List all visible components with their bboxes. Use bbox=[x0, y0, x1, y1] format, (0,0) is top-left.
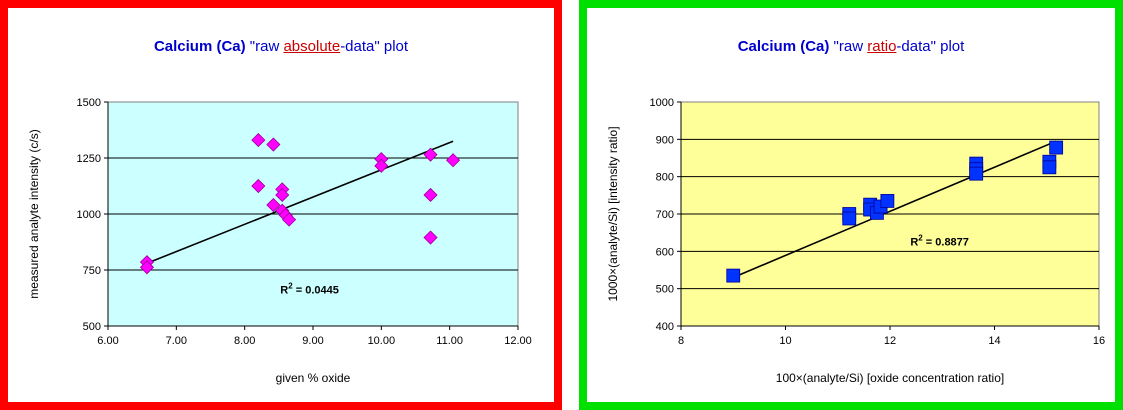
data-point bbox=[423, 187, 438, 203]
x-axis-label: given % oxide bbox=[276, 371, 351, 385]
title-highlight: absolute bbox=[283, 38, 341, 55]
y-tick-label: 600 bbox=[656, 246, 674, 258]
x-tick-label: 12 bbox=[884, 335, 896, 347]
title-element: Calcium (Ca) bbox=[153, 38, 246, 55]
r-squared-symbol: R bbox=[910, 237, 918, 249]
y-tick-label: 1000 bbox=[650, 97, 674, 109]
r-squared-value: = 0.8877 bbox=[923, 237, 969, 249]
x-tick-label: 8.00 bbox=[234, 335, 255, 347]
data-point bbox=[880, 194, 895, 208]
y-tick-label: 1250 bbox=[77, 153, 101, 165]
y-tick-label: 700 bbox=[656, 209, 674, 221]
data-point bbox=[423, 147, 438, 162]
data-point bbox=[251, 178, 266, 194]
x-tick-label: 9.00 bbox=[302, 335, 323, 347]
r-squared-label: R2 = 0.0445 bbox=[280, 282, 339, 297]
trendline bbox=[732, 140, 1057, 279]
data-point bbox=[139, 260, 155, 275]
r-squared-label: R2 = 0.8877 bbox=[910, 234, 969, 249]
title-highlight: ratio bbox=[867, 38, 897, 55]
data-point bbox=[1042, 160, 1057, 175]
data-point bbox=[446, 153, 461, 168]
data-point bbox=[266, 197, 281, 213]
x-tick-label: 14 bbox=[988, 335, 1000, 347]
r-squared-symbol: R bbox=[280, 285, 288, 297]
scatter-chart-absolute: 500 750 1000 1250 1500 6.00 7.00 8.00 9.00 10.00 1… bbox=[27, 97, 532, 385]
y-tick-label: 1500 bbox=[77, 97, 101, 109]
data-point bbox=[969, 166, 984, 181]
x-tick-label: 12.00 bbox=[504, 335, 532, 347]
title-raw: "raw bbox=[245, 38, 284, 55]
title-raw: "raw bbox=[829, 38, 868, 55]
data-point bbox=[726, 268, 741, 283]
r-squared-value: = 0.0445 bbox=[293, 285, 339, 297]
chart-title-absolute: Calcium (Ca) "raw absolute-data" plot bbox=[8, 38, 554, 55]
x-tick-label: 16 bbox=[1093, 335, 1105, 347]
trendline bbox=[146, 140, 454, 265]
panel-absolute: Calcium (Ca) "raw absolute-data" plot 50… bbox=[0, 0, 562, 410]
chart-title-ratio: Calcium (Ca) "raw ratio-data" plot bbox=[587, 38, 1115, 55]
data-point bbox=[275, 187, 290, 203]
data-point bbox=[282, 212, 297, 227]
x-tick-label: 7.00 bbox=[166, 335, 187, 347]
data-point bbox=[251, 133, 266, 148]
title-element: Calcium (Ca) bbox=[737, 38, 830, 55]
x-axis-label: 100×(analyte/Si) [oxide concentration ra… bbox=[776, 371, 1004, 385]
y-tick-label: 750 bbox=[83, 265, 101, 277]
y-tick-label: 900 bbox=[656, 134, 674, 146]
y-tick-label: 500 bbox=[656, 284, 674, 296]
x-tick-label: 10 bbox=[779, 335, 791, 347]
y-axis-label: measured analyte intensity (c/s) bbox=[27, 129, 41, 298]
data-point bbox=[374, 158, 389, 173]
y-tick-label: 500 bbox=[83, 321, 101, 333]
x-tick-label: 8 bbox=[678, 335, 684, 347]
y-axis-label: 1000×(analyte/Si) [intensity ratio] bbox=[606, 126, 620, 301]
data-point bbox=[266, 137, 281, 152]
title-tail: -data" plot bbox=[340, 38, 409, 55]
y-tick-label: 1000 bbox=[77, 209, 101, 221]
x-tick-label: 10.00 bbox=[368, 335, 396, 347]
title-tail: -data" plot bbox=[896, 38, 965, 55]
y-tick-label: 400 bbox=[656, 321, 674, 333]
data-point bbox=[842, 211, 857, 226]
r-squared-superscript: 2 bbox=[918, 234, 923, 243]
x-tick-label: 6.00 bbox=[97, 335, 118, 347]
y-tick-label: 800 bbox=[656, 172, 674, 184]
data-point bbox=[1049, 140, 1064, 155]
r-squared-superscript: 2 bbox=[288, 282, 293, 291]
data-point bbox=[423, 230, 438, 245]
x-tick-label: 11.00 bbox=[436, 335, 463, 347]
scatter-chart-ratio: 400 500 600 700 800 900 1000 8 10 12 14 16 100×(anal… bbox=[606, 97, 1105, 385]
panel-ratio: Calcium (Ca) "raw ratio-data" plot 400 50… bbox=[579, 0, 1123, 410]
